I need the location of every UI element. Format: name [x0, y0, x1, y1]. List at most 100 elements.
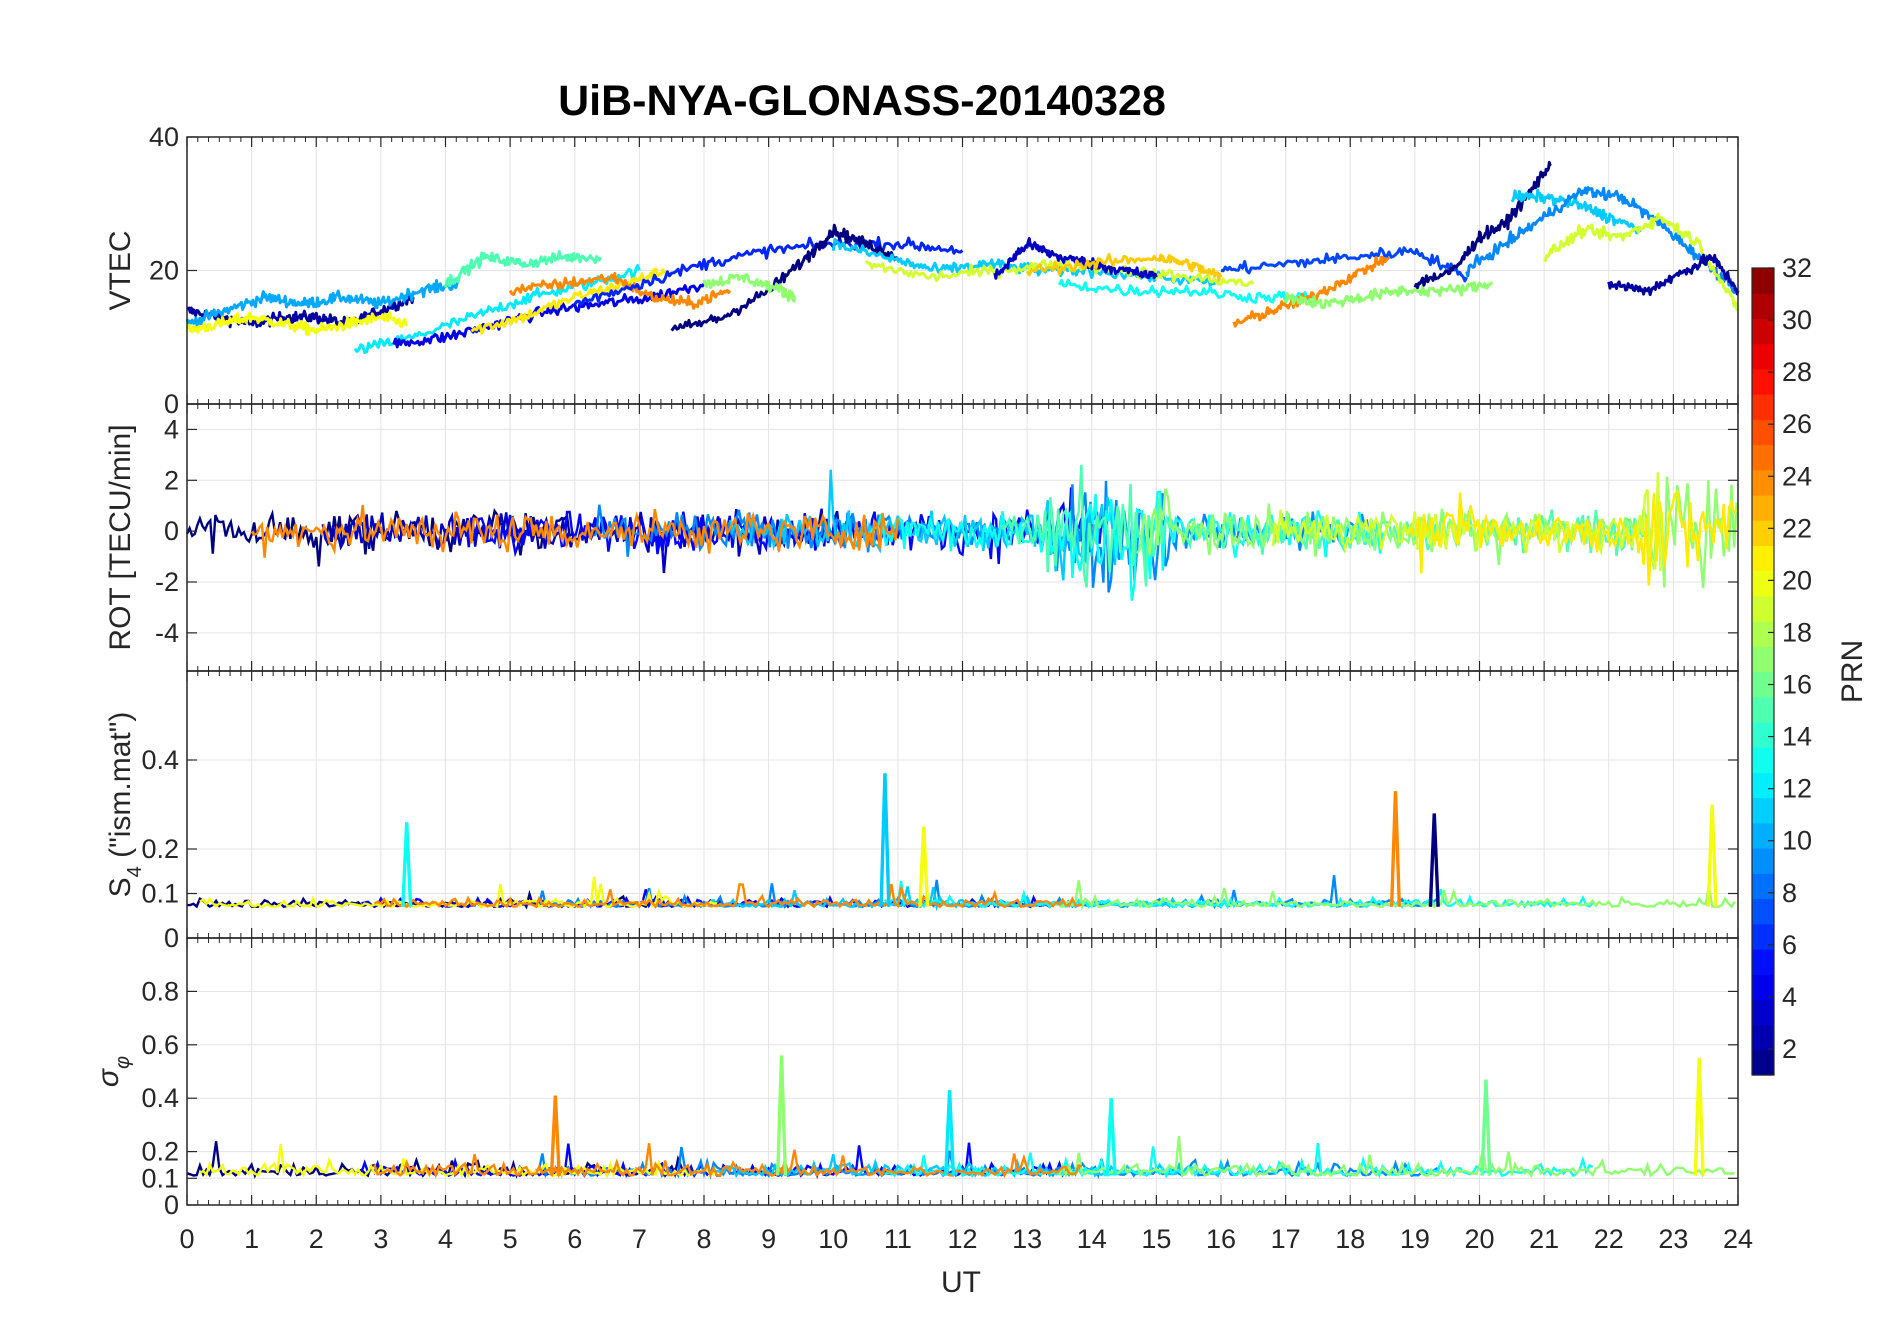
vtec-trace-prn-9	[1465, 186, 1739, 294]
colorbar-swatch	[1752, 873, 1774, 900]
x-tick-label: 2	[309, 1224, 324, 1254]
x-tick-label: 7	[632, 1224, 647, 1254]
s4-trace-prn-24	[373, 883, 1083, 909]
colorbar-swatch	[1752, 293, 1774, 320]
x-tick-label: 24	[1723, 1224, 1753, 1254]
colorbar-swatch	[1752, 343, 1774, 370]
y-tick-label: 0.2	[141, 834, 179, 864]
sigma-phi-spike-prn-24	[549, 1095, 561, 1176]
x-tick-label: 21	[1529, 1224, 1559, 1254]
colorbar-tick-label: 26	[1782, 409, 1812, 439]
sigma-phi-trace-prn-20	[199, 1144, 718, 1180]
y-tick-label: 0	[164, 389, 179, 419]
colorbar-tick-label: 22	[1782, 513, 1812, 543]
x-tick-label: 3	[373, 1224, 388, 1254]
colorbar-swatch	[1752, 696, 1774, 723]
colorbar-swatch	[1752, 444, 1774, 471]
colorbar-swatch	[1752, 923, 1774, 950]
colorbar-swatch	[1752, 318, 1774, 345]
vtec-trace-prn-17	[702, 273, 796, 303]
x-tick-label: 6	[567, 1224, 582, 1254]
colorbar-swatch	[1752, 974, 1774, 1000]
sigma-phi-spike-prn-12	[943, 1090, 956, 1176]
colorbar-swatch	[1752, 494, 1774, 521]
x-tick-label: 23	[1658, 1224, 1688, 1254]
colorbar-tick-label: 20	[1782, 565, 1812, 595]
colorbar-swatch	[1752, 570, 1774, 597]
y-tick-label: 0.1	[141, 879, 179, 909]
x-tick-label: 4	[438, 1224, 453, 1254]
y-tick-label: -4	[155, 618, 179, 648]
vtec-trace-prn-20	[185, 311, 408, 336]
colorbar-swatch	[1752, 419, 1774, 446]
x-tick-label: 11	[884, 1224, 912, 1254]
x-tick-label: 13	[1012, 1224, 1042, 1254]
colorbar-tick-label: 4	[1782, 982, 1797, 1012]
panel-rot-ticks: -4 -2 0 2 4	[155, 404, 1739, 671]
y-tick-label: 20	[149, 256, 179, 286]
colorbar-swatch	[1752, 520, 1774, 547]
s4-trace-prn-17	[1059, 880, 1736, 912]
x-axis-label: UT	[941, 1266, 981, 1299]
colorbar-label: PRN	[1836, 640, 1869, 703]
colorbar-swatch	[1752, 671, 1774, 698]
x-tick-label: 9	[761, 1224, 776, 1254]
x-tick-label: 22	[1594, 1224, 1624, 1254]
panel-vtec-ticks: 0 20 40	[149, 122, 1739, 419]
vtec-trace-prn-1	[1413, 160, 1552, 290]
colorbar-tick-label: 2	[1782, 1034, 1797, 1064]
colorbar-swatch	[1752, 545, 1774, 572]
rot-trace-prn-13	[864, 490, 1384, 601]
panel-s4-ylabel: S4 ("ism.mat")	[104, 712, 146, 898]
x-tick-label: 20	[1464, 1224, 1494, 1254]
sigma-phi-spike-prn-16	[1480, 1079, 1492, 1176]
vtec-trace-prn-24	[508, 271, 732, 310]
rot-trace-prn-24	[250, 504, 900, 558]
colorbar-swatch	[1752, 848, 1774, 874]
sigma-phi-trace-prn-17	[1058, 1135, 1736, 1179]
colorbar-swatch	[1752, 1049, 1774, 1076]
x-tick-label: 12	[947, 1224, 977, 1254]
vtec-trace-prn-22	[1025, 253, 1223, 282]
x-tick-label: 19	[1400, 1224, 1430, 1254]
colorbar-swatch	[1752, 469, 1774, 496]
colorbar-swatch	[1752, 797, 1774, 824]
colorbar-swatch	[1752, 898, 1774, 925]
s4-spike-prn-13	[401, 822, 413, 907]
vtec-trace-prn-13	[1058, 278, 1319, 304]
panel-s4-ticks: 0 0.1 0.2 0.4	[141, 671, 1739, 953]
y-tick-label: 2	[164, 465, 179, 495]
sigma-phi-spike-prn-13	[1105, 1098, 1117, 1176]
vtec-trace-prn-2	[1607, 253, 1740, 297]
sigma-phi-spike-prn-17	[775, 1055, 788, 1176]
colorbar-swatch	[1752, 772, 1774, 799]
vtec-trace-prn-17	[1284, 281, 1494, 310]
sigma-phi-trace-prn-24	[373, 1143, 1083, 1179]
s4-spike-prn-24	[1389, 791, 1402, 907]
colorbar-tick-label: 30	[1782, 305, 1812, 335]
panel-sigma-phi-ticks: 00.10.2 0.4 0.6 0.8	[141, 938, 1739, 1220]
x-tick-label: 16	[1206, 1224, 1236, 1254]
x-tick-label: 8	[696, 1224, 711, 1254]
vtec-trace-prn-1	[670, 223, 899, 332]
y-tick-label: 0.4	[141, 1083, 179, 1113]
chart-title: UiB-NYA-GLONASS-20140328	[558, 77, 1166, 125]
colorbar-swatch	[1752, 1024, 1774, 1051]
vtec-trace-prn-11	[1510, 188, 1642, 235]
y-tick-label: 0	[164, 923, 179, 953]
s4-spike-prn-20	[918, 826, 930, 907]
colorbar-swatch	[1752, 747, 1774, 773]
y-tick-label: 0	[164, 1190, 179, 1220]
y-tick-label: 0.2	[141, 1137, 179, 1167]
panel-sigma-phi-traces	[186, 1055, 1736, 1180]
colorbar-frame	[1751, 267, 1775, 1076]
panel-s4-traces	[186, 773, 1736, 912]
panel-sigma-phi: 00.10.2 0.4 0.6 0.8 σφ	[92, 937, 1739, 1220]
vtec-trace-prn-15	[444, 249, 602, 288]
y-tick-label: 40	[149, 122, 179, 152]
colorbar-tick-label: 8	[1782, 878, 1797, 908]
colorbar-swatch	[1752, 394, 1774, 420]
x-tick-label: 14	[1077, 1224, 1107, 1254]
x-axis: 0 1 2 3 4 5 6 7 8 9 10 11 12 13 14 15 16 17 18 19 20 21 22 23 24	[179, 1224, 1753, 1254]
